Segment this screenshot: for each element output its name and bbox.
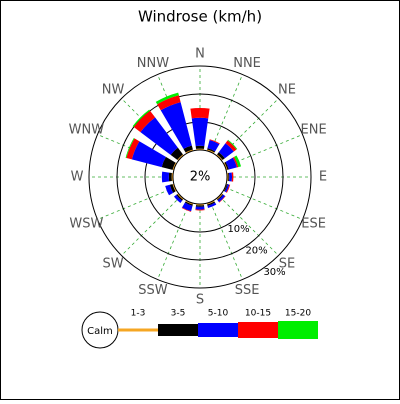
legend-label: 10-15 [245, 309, 271, 319]
ring-label: 10% [227, 224, 249, 235]
direction-label: SSW [138, 283, 168, 298]
direction-label: E [319, 170, 327, 185]
direction-label: WNW [69, 122, 105, 137]
wedge-segment [162, 172, 169, 183]
direction-label: SSE [235, 283, 260, 298]
chart-title: Windrose (km/h) [138, 8, 262, 26]
direction-label: SW [102, 256, 123, 271]
direction-label: NE [278, 83, 296, 98]
wedge-segment [195, 207, 204, 210]
ring-label: 20% [245, 245, 267, 256]
direction-label: NW [102, 83, 125, 98]
wedge-segment [169, 173, 172, 182]
legend-swatch [198, 323, 238, 337]
direction-label: NNE [233, 56, 261, 71]
direction-label: W [71, 170, 84, 185]
direction-label: SE [279, 256, 295, 271]
legend-swatch [278, 321, 318, 339]
legend-label: 15-20 [285, 309, 311, 319]
wedge-segment [196, 146, 205, 149]
wedge-segment [190, 108, 209, 118]
legend-calm-label: Calm [87, 326, 113, 337]
legend-label: 3-5 [171, 309, 186, 319]
wedge-segment [229, 173, 232, 182]
direction-label: WSW [69, 217, 103, 232]
legend-swatch [238, 322, 278, 338]
legend-label: 5-10 [208, 309, 229, 319]
direction-label: ENE [301, 122, 327, 137]
direction-label: N [195, 47, 205, 62]
direction-label: S [196, 293, 204, 308]
direction-label: ESE [301, 217, 326, 232]
direction-label: NNW [137, 56, 169, 71]
legend-swatch [158, 324, 198, 336]
legend-swatch [118, 329, 158, 332]
calm-value-label: 2% [190, 170, 211, 185]
legend-label: 1-3 [131, 309, 146, 319]
